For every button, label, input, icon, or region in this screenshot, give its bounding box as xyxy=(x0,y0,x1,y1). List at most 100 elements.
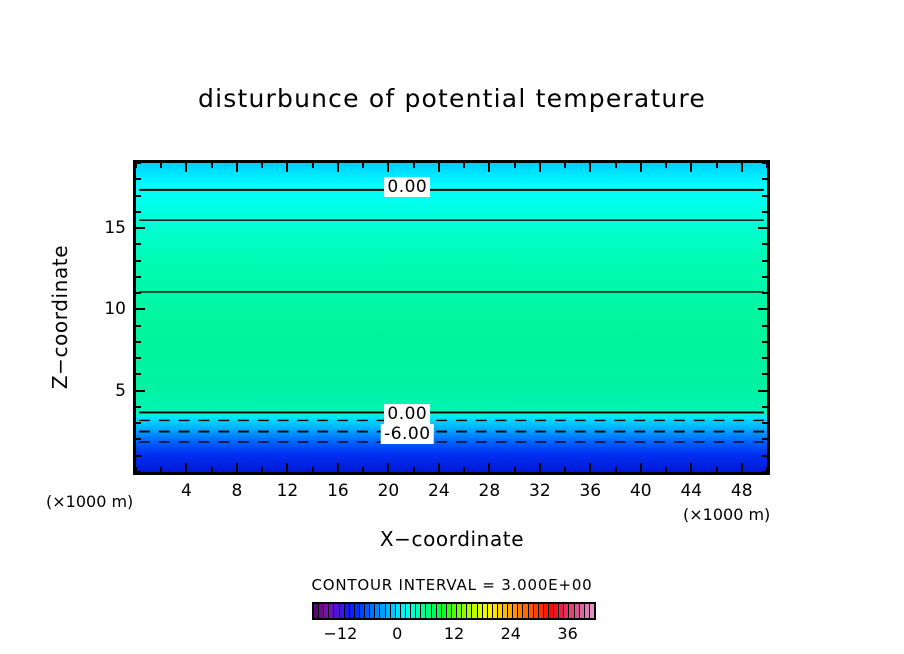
x-axis-tick xyxy=(387,463,390,472)
y-axis-title: Z−coordinate xyxy=(48,244,72,390)
colorbar-swatch xyxy=(462,604,468,618)
x-axis-tick-top xyxy=(513,163,516,168)
colorbar-swatch xyxy=(451,604,458,618)
colorbar-swatch xyxy=(395,604,401,618)
colorbar-swatch xyxy=(533,604,539,618)
colorbar-swatch xyxy=(446,604,452,618)
y-axis-tick xyxy=(136,243,141,246)
x-axis-tick-top xyxy=(185,163,188,172)
colorbar-swatch xyxy=(365,604,371,618)
colorbar-swatch xyxy=(334,604,340,618)
colorbar-swatch xyxy=(497,604,504,618)
y-axis-tick-right xyxy=(762,405,767,408)
colorbar xyxy=(312,602,596,620)
colorbar-tick-label: 0 xyxy=(392,624,403,643)
y-axis-tick-right xyxy=(762,454,767,457)
y-axis-tick-right xyxy=(762,324,767,327)
x-axis-title: X−coordinate xyxy=(379,527,525,551)
x-tick-label: 4 xyxy=(181,481,192,501)
y-axis-tick-right xyxy=(762,471,767,473)
colorbar-swatch xyxy=(523,604,529,618)
colorbar-swatch xyxy=(559,604,565,618)
x-axis-tick-top xyxy=(286,163,289,172)
x-axis-tick-top xyxy=(614,163,617,168)
colorbar-swatch xyxy=(549,604,555,618)
y-axis-tick xyxy=(136,259,141,262)
colorbar-swatch xyxy=(349,604,355,618)
x-axis-tick xyxy=(589,463,592,472)
colorbar-swatch xyxy=(390,604,396,618)
y-tick-label: 15 xyxy=(104,218,126,239)
x-axis-tick xyxy=(690,463,693,472)
x-axis-tick xyxy=(463,467,466,472)
colorbar-swatch xyxy=(319,604,325,618)
x-axis-tick-top xyxy=(437,163,440,172)
colorbar-swatch xyxy=(543,604,550,618)
y-axis-tick xyxy=(136,405,141,408)
x-axis-tick-top xyxy=(336,163,339,172)
x-axis-tick xyxy=(614,467,617,472)
y-axis-tick xyxy=(136,275,141,278)
x-axis-tick-top xyxy=(740,163,743,172)
colorbar-swatch xyxy=(411,604,417,618)
y-axis-tick-right xyxy=(762,275,767,278)
x-axis-tick xyxy=(362,467,365,472)
colorbar-swatch xyxy=(503,604,509,618)
colorbar-swatch xyxy=(579,604,585,618)
x-axis-tick-top xyxy=(766,163,768,168)
y-axis-tick-right xyxy=(762,438,767,441)
x-axis-tick-top xyxy=(362,163,365,168)
x-axis-tick xyxy=(740,463,743,472)
x-axis-tick-top xyxy=(463,163,466,168)
x-axis-tick-top xyxy=(564,163,567,168)
x-axis-tick-top xyxy=(311,163,314,168)
y-axis-tick xyxy=(136,454,141,457)
x-axis-tick xyxy=(210,467,213,472)
contour-value-label: 0.00 xyxy=(384,177,431,198)
x-axis-tick xyxy=(715,467,718,472)
y-axis-tick-right xyxy=(762,373,767,376)
x-axis-tick xyxy=(311,467,314,472)
y-axis-tick-right xyxy=(762,259,767,262)
colorbar-swatch xyxy=(431,604,437,618)
x-axis-tick-top xyxy=(488,163,491,172)
x-axis-tick xyxy=(665,467,668,472)
x-tick-label: 40 xyxy=(629,481,652,501)
x-axis-tick xyxy=(185,463,188,472)
x-axis-tick-top xyxy=(210,163,213,168)
y-axis-tick xyxy=(136,438,141,441)
page-title: disturbunce of potential temperature xyxy=(198,84,706,113)
colorbar-swatch xyxy=(482,604,488,618)
y-axis-tick xyxy=(136,357,141,360)
x-axis-tick-top xyxy=(160,163,163,168)
y-axis-tick xyxy=(136,178,141,181)
x-tick-label: 48 xyxy=(730,481,753,501)
colorbar-tick-label: 24 xyxy=(500,624,521,643)
x-axis-tick xyxy=(235,463,238,472)
x-axis-tick-top xyxy=(589,163,592,172)
x-axis-tick-top xyxy=(538,163,541,172)
y-axis-tick-right xyxy=(762,357,767,360)
colorbar-swatch xyxy=(584,604,590,618)
x-axis-tick xyxy=(538,463,541,472)
colorbar-swatch xyxy=(400,604,406,618)
x-axis-tick xyxy=(412,467,415,472)
colorbar-tick-label: 36 xyxy=(557,624,578,643)
x-tick-label: 16 xyxy=(327,481,349,501)
contour-interval-caption: CONTOUR INTERVAL = 3.000E+00 xyxy=(311,576,593,594)
x-tick-label: 12 xyxy=(276,481,299,501)
colorbar-swatch xyxy=(314,604,320,618)
colorbar-swatch xyxy=(441,604,447,618)
y-axis-tick-right xyxy=(762,162,767,164)
contour-lines-overlay xyxy=(138,188,765,443)
colorbar-tick-label: 12 xyxy=(443,624,465,643)
y-axis-tick-right xyxy=(758,389,767,392)
colorbar-swatch xyxy=(472,604,478,618)
colorbar-swatch xyxy=(487,604,493,618)
x-axis-tick-top xyxy=(261,163,264,168)
x-tick-label: 28 xyxy=(478,481,501,501)
y-axis-tick-right xyxy=(758,308,767,311)
y-axis-tick xyxy=(136,373,141,376)
x-tick-label: 20 xyxy=(377,481,400,501)
y-tick-label: 10 xyxy=(104,299,126,320)
